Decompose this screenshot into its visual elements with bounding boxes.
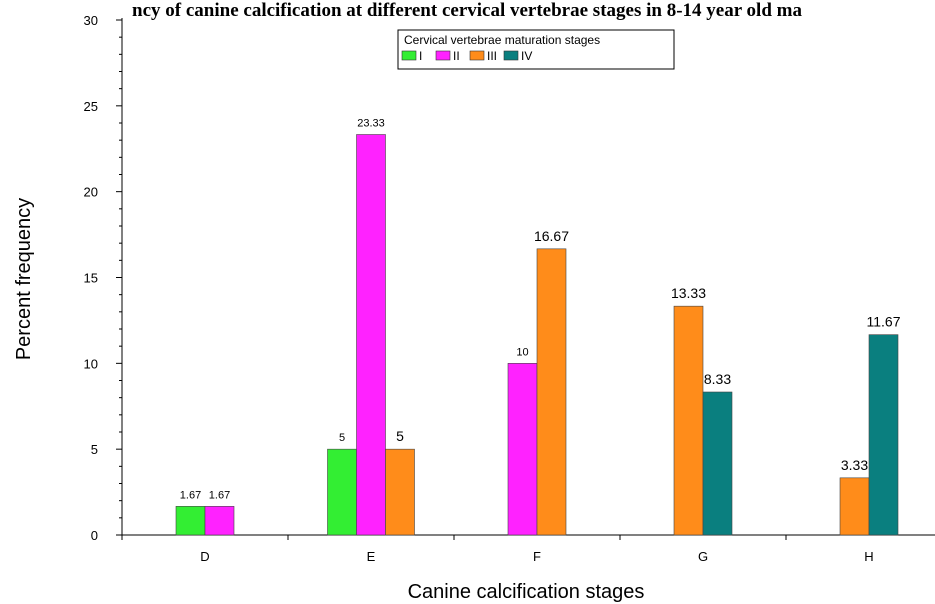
- y-tick-label: 0: [91, 528, 98, 543]
- data-label: 13.33: [671, 285, 706, 301]
- chart-title: ncy of canine calcification at different…: [132, 0, 802, 21]
- bar-G-III: [673, 305, 704, 536]
- legend-swatch-III: [469, 50, 485, 61]
- legend-label-II: II: [453, 49, 460, 63]
- data-label: 1.67: [209, 489, 230, 501]
- legend-swatch-I: [401, 50, 417, 61]
- bar-E-I: [327, 448, 357, 536]
- x-tick-label: H: [864, 549, 873, 564]
- x-tick-label: D: [200, 549, 209, 564]
- data-label: 8.33: [704, 371, 731, 387]
- bar-F-II: [507, 363, 538, 536]
- data-label: 11.67: [867, 314, 901, 330]
- bar-D-II: [204, 506, 235, 536]
- data-label: 3.33: [841, 457, 868, 473]
- y-tick-label: 10: [84, 356, 98, 371]
- bar-F-III: [536, 248, 567, 536]
- bar-D-I: [175, 506, 206, 536]
- plot-area: 0 5 10 15 20 25 30 D E F G H 1.67 1.67 5 23.33 5 10 16.67 1…: [84, 13, 935, 564]
- x-tick-label: E: [367, 549, 376, 564]
- data-label: 23.33: [357, 118, 385, 130]
- y-tick-label: 15: [84, 271, 98, 286]
- x-axis-title: Canine calcification stages: [408, 581, 645, 603]
- legend-label-III: III: [487, 49, 497, 63]
- data-label: 10: [516, 346, 528, 358]
- bar-E-III: [385, 448, 415, 536]
- bar-G-IV: [702, 391, 733, 536]
- bar-E-II: [356, 134, 386, 536]
- legend-label-I: I: [419, 49, 422, 63]
- y-axis-title: Percent frequency: [13, 198, 35, 360]
- y-tick-label: 25: [84, 99, 98, 114]
- x-tick-label: G: [698, 549, 708, 564]
- y-tick-label: 20: [84, 185, 98, 200]
- data-label: 1.67: [180, 489, 201, 501]
- legend-swatch-II: [435, 50, 451, 61]
- legend-label-IV: IV: [521, 49, 532, 63]
- data-label: 16.67: [534, 228, 569, 244]
- bar-H-III: [839, 477, 870, 536]
- data-label: 5: [396, 428, 404, 444]
- y-tick-label: 30: [84, 13, 98, 28]
- bar-H-IV: [868, 334, 899, 536]
- legend-box: [397, 29, 675, 70]
- x-tick-label: F: [533, 549, 541, 564]
- legend-swatch-IV: [503, 50, 519, 61]
- y-tick-label: 5: [91, 442, 98, 457]
- data-label: 5: [339, 432, 345, 444]
- legend-title: Cervical vertebrae maturation stages: [404, 33, 600, 47]
